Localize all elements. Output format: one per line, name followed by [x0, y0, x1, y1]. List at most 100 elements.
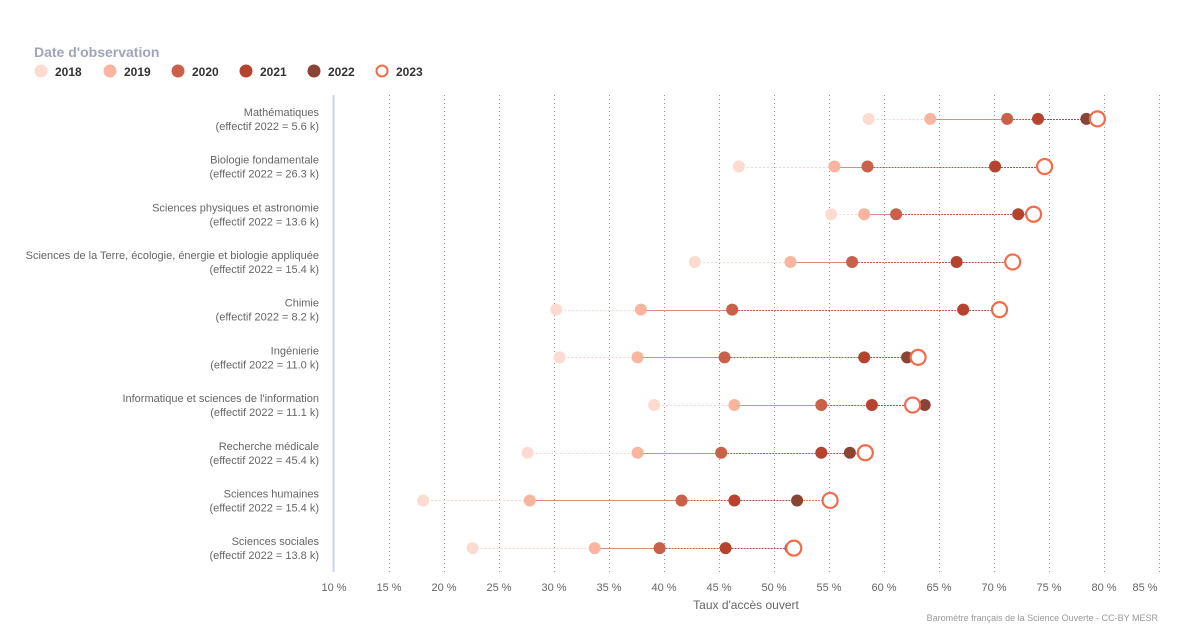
- legend-item-2022[interactable]: 2022: [307, 64, 356, 80]
- point-2019[interactable]: [631, 446, 644, 459]
- category-sublabel: (effectif 2022 = 11.1 k): [210, 407, 319, 419]
- legend-marker-2020: [171, 64, 185, 78]
- point-2022[interactable]: [791, 494, 804, 507]
- x-tick-label: 55 %: [816, 582, 841, 594]
- point-2021[interactable]: [865, 399, 878, 412]
- x-tick-label: 20 %: [431, 582, 456, 594]
- point-2021[interactable]: [1032, 112, 1044, 125]
- point-2018[interactable]: [466, 542, 479, 555]
- data-points: [417, 110, 1107, 557]
- legend-item-2021[interactable]: 2021: [239, 64, 288, 80]
- point-2023[interactable]: [785, 539, 803, 557]
- point-2020[interactable]: [718, 351, 731, 364]
- point-2018[interactable]: [688, 255, 701, 268]
- point-2023[interactable]: [909, 348, 927, 366]
- category-sublabel: (effectif 2022 = 15.4 k): [209, 264, 319, 276]
- legend-item-2023[interactable]: 2023: [375, 64, 424, 79]
- point-2019[interactable]: [634, 303, 647, 316]
- point-2023[interactable]: [903, 396, 922, 414]
- point-2018[interactable]: [521, 446, 534, 459]
- category-label: Chimie: [285, 298, 319, 310]
- point-2019[interactable]: [924, 112, 937, 125]
- x-tick-label: 15 %: [376, 582, 401, 594]
- point-2020[interactable]: [726, 303, 739, 316]
- point-2023[interactable]: [990, 301, 1009, 319]
- point-2021[interactable]: [719, 542, 732, 555]
- category-label: Sciences sociales: [232, 536, 320, 548]
- legend-marker-2019: [103, 64, 117, 78]
- category-label: Sciences physiques et astronomie: [152, 202, 319, 214]
- point-2019[interactable]: [523, 494, 536, 507]
- point-2021[interactable]: [858, 351, 871, 364]
- legend-marker-2018: [34, 64, 48, 78]
- legend-item-2020[interactable]: 2020: [171, 64, 220, 80]
- x-tick-label: 10 %: [321, 582, 346, 594]
- category-label: Informatique et sciences de l'informatio…: [122, 393, 319, 405]
- point-2021[interactable]: [1012, 208, 1025, 221]
- point-2022[interactable]: [843, 446, 856, 459]
- point-2023[interactable]: [1035, 157, 1054, 176]
- point-2023[interactable]: [856, 444, 874, 462]
- point-2018[interactable]: [550, 303, 563, 316]
- x-axis-ticks: 10 % 15 % 20 % 25 % 30 % 35 % 40 % 45 % 50 % 55 %…: [321, 582, 1157, 594]
- point-2020[interactable]: [861, 160, 874, 173]
- point-2018[interactable]: [648, 399, 661, 412]
- point-2019[interactable]: [728, 399, 741, 412]
- category-label: Sciences humaines: [224, 488, 320, 500]
- point-2019[interactable]: [784, 255, 797, 268]
- x-tick-label: 75 %: [1036, 582, 1061, 594]
- credits[interactable]: Baromètre français de la Science Ouverte…: [927, 613, 1159, 623]
- point-2021[interactable]: [989, 160, 1002, 173]
- category-label: Recherche médicale: [219, 441, 319, 453]
- point-2021[interactable]: [728, 494, 741, 507]
- x-tick-label: 40 %: [651, 582, 676, 594]
- category-sublabel: (effectif 2022 = 26.3 k): [209, 169, 319, 181]
- point-2023[interactable]: [1004, 253, 1022, 271]
- point-2018[interactable]: [417, 494, 430, 507]
- point-2020[interactable]: [890, 208, 903, 221]
- legend-title: Date d'observation: [34, 44, 159, 60]
- x-tick-label: 25 %: [486, 582, 511, 594]
- point-2020[interactable]: [1001, 112, 1014, 125]
- x-tick-label: 70 %: [981, 582, 1006, 594]
- point-2019[interactable]: [828, 160, 841, 173]
- point-2020[interactable]: [846, 255, 859, 268]
- point-2021[interactable]: [950, 255, 963, 268]
- point-2020[interactable]: [653, 542, 666, 555]
- point-2023[interactable]: [1088, 110, 1107, 128]
- point-2019[interactable]: [631, 351, 644, 364]
- legend-marker-2022: [307, 64, 321, 78]
- x-axis-title: Taux d'accès ouvert: [693, 598, 799, 612]
- connector-lines: [423, 119, 1098, 549]
- point-2018[interactable]: [732, 160, 745, 173]
- point-2023[interactable]: [821, 491, 839, 510]
- point-2018[interactable]: [825, 208, 838, 221]
- x-tick-label: 80 %: [1091, 582, 1116, 594]
- category-sublabel: (effectif 2022 = 45.4 k): [209, 455, 319, 467]
- point-2019[interactable]: [858, 208, 871, 221]
- point-2020[interactable]: [815, 399, 828, 412]
- point-2020[interactable]: [715, 446, 728, 459]
- x-tick-label: 85 %: [1132, 582, 1157, 594]
- point-2021[interactable]: [957, 303, 970, 316]
- x-tick-label: 60 %: [871, 582, 896, 594]
- point-2018[interactable]: [862, 112, 875, 125]
- legend-item-2018[interactable]: 2018: [34, 64, 83, 80]
- point-2020[interactable]: [675, 494, 688, 507]
- category-label: Mathématiques: [244, 107, 320, 119]
- legend-item-2019[interactable]: 2019: [103, 64, 152, 80]
- point-2023[interactable]: [1024, 205, 1043, 223]
- category-sublabel: (effectif 2022 = 13.8 k): [209, 550, 319, 562]
- point-2018[interactable]: [553, 351, 566, 364]
- category-label: Biologie fondamentale: [210, 155, 319, 167]
- category-sublabel: (effectif 2022 = 13.6 k): [209, 216, 319, 228]
- legend-label-2019: 2019: [124, 65, 151, 79]
- point-2022[interactable]: [918, 399, 931, 412]
- category-sublabel: (effectif 2022 = 15.4 k): [209, 502, 319, 514]
- point-2019[interactable]: [588, 542, 601, 555]
- category-sublabel: (effectif 2022 = 5.6 k): [216, 121, 319, 133]
- category-label: Sciences de la Terre, écologie, énergie …: [26, 250, 319, 262]
- x-tick-label: 45 %: [706, 582, 731, 594]
- point-2021[interactable]: [815, 446, 828, 459]
